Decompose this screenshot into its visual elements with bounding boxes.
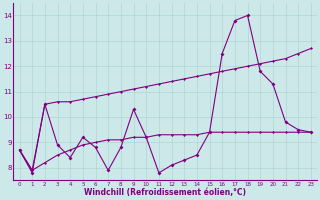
X-axis label: Windchill (Refroidissement éolien,°C): Windchill (Refroidissement éolien,°C) — [84, 188, 246, 197]
